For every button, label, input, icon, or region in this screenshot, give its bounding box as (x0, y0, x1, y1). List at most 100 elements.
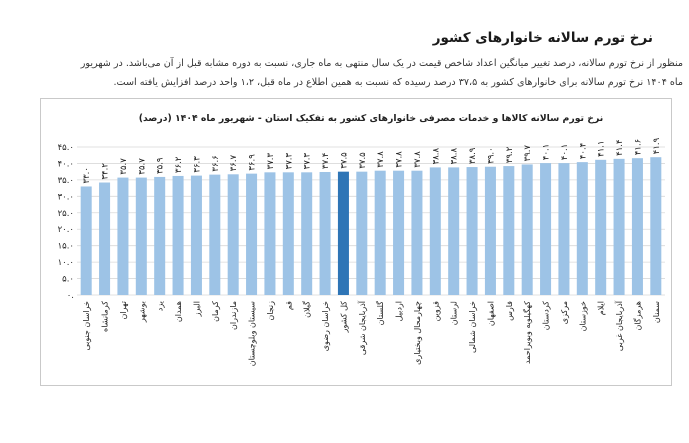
bar-value-label: ۳۷.۸ (376, 151, 386, 168)
bar-value-label: ۳۷.۳ (284, 152, 294, 169)
bar (282, 172, 294, 295)
category-label: خراسان جنوبی (82, 301, 91, 351)
bar-value-label: ۳۵.۹ (156, 157, 166, 174)
y-tick-label: ۲۰.۰ (58, 225, 74, 235)
bar (190, 175, 202, 295)
bar (117, 177, 129, 295)
bar (558, 163, 570, 295)
bar-value-label: ۳۴.۲ (101, 163, 111, 180)
category-label: تهران (119, 301, 128, 319)
bar-value-label: ۳۸.۸ (450, 148, 460, 165)
category-label: فارس (505, 301, 514, 321)
bar-value-label: ۳۹.۰ (486, 147, 496, 163)
category-label: مازندران (229, 301, 238, 330)
bar (503, 166, 515, 295)
category-label: چهارمحال وبختیاری (413, 301, 422, 365)
bar (448, 167, 460, 295)
category-label: مرکزی (560, 301, 569, 324)
y-tick-label: ۱۵.۰ (58, 242, 74, 252)
bar (246, 173, 258, 295)
category-label: کرمان (211, 301, 220, 322)
bar (613, 158, 625, 295)
bar (356, 171, 368, 295)
category-label: خراسان رضوی (321, 301, 330, 351)
bar-value-label: ۳۷.۸ (395, 151, 405, 168)
category-label: لرستان (450, 301, 459, 325)
bar (337, 171, 349, 295)
bar (227, 174, 239, 295)
category-label: اردبیل (395, 301, 404, 321)
bar-value-label: ۳۷.۴ (321, 153, 331, 169)
bar-chart: نرخ تورم سالانه کالاها و خدمات مصرفی خان… (58, 113, 665, 367)
category-label: خوزستان (578, 301, 587, 331)
category-label: کل کشور (339, 301, 348, 334)
category-label: یزد (156, 301, 165, 311)
bar-value-label: ۳۷.۸ (413, 151, 423, 168)
bar-value-label: ۴۱.۶ (633, 139, 643, 155)
bar (466, 167, 478, 295)
category-label: قم (284, 301, 293, 310)
bar-value-label: ۴۰.۱ (542, 144, 552, 160)
chart-container: نرخ تورم سالانه کالاها و خدمات مصرفی خان… (40, 98, 672, 386)
bar (99, 182, 111, 295)
bar-value-label: ۳۶.۶ (211, 155, 221, 171)
category-label: ایلام (597, 301, 606, 315)
bar (319, 171, 331, 295)
category-label: زنجان (266, 301, 275, 321)
bar-value-label: ۳۷.۳ (303, 152, 313, 169)
category-label: البرز (192, 301, 201, 317)
bar (209, 174, 221, 295)
bar (135, 177, 147, 295)
bar-value-label: ۳۶.۲ (174, 156, 184, 173)
bar (411, 170, 423, 295)
bar (154, 176, 166, 295)
bar-value-label: ۳۹.۲ (505, 146, 515, 163)
bar (80, 186, 92, 295)
category-label: گلستان (375, 301, 385, 326)
bar-value-label: ۳۶.۳ (192, 156, 202, 173)
category-label: سیستان وبلوچستان (248, 301, 257, 367)
bar-value-label: ۳۷.۵ (339, 152, 349, 169)
y-tick-label: ۱۰.۰ (58, 258, 74, 268)
category-label: خراسان شمالی (468, 301, 477, 353)
category-label: آذربایجان غربی (614, 300, 624, 351)
chart-title: نرخ تورم سالانه کالاها و خدمات مصرفی خان… (139, 113, 603, 124)
bar-value-label: ۴۱.۹ (652, 137, 662, 154)
y-tick-label: ۴۵.۰ (58, 143, 74, 153)
y-tick-label: ۳۵.۰ (58, 176, 74, 186)
bar (374, 170, 386, 295)
y-tick-label: ۳۰.۰ (58, 192, 74, 202)
category-label: بوشهر (137, 301, 146, 323)
bar-value-label: ۳۵.۷ (137, 158, 147, 175)
y-tick-label: ۲۵.۰ (58, 209, 74, 219)
paragraph-line-2: ماه ۱۴۰۴ نرخ تورم سالانه برای خانوارهای … (113, 77, 683, 88)
y-tick-label: ۰. (67, 291, 74, 301)
bar-value-label: ۳۷.۳ (266, 152, 276, 169)
bar-value-label: ۳۵.۷ (119, 158, 129, 175)
category-label: قزوین (431, 301, 440, 322)
bar-value-label: ۳۶.۷ (229, 154, 239, 171)
bar (172, 175, 184, 295)
bar-value-label: ۴۱.۱ (597, 140, 607, 156)
category-label: هرمزگان (632, 301, 642, 330)
bar-value-label: ۳۳.۰ (82, 167, 92, 183)
bar-value-label: ۳۶.۹ (248, 154, 258, 171)
category-label: گیلان (302, 301, 312, 318)
bar (264, 172, 276, 295)
category-label: کردستان (542, 301, 551, 330)
bar (429, 167, 441, 295)
bar (595, 159, 607, 295)
bar (576, 162, 588, 295)
article-paragraph: منظور از نرخ تورم سالانه، درصد تغییر میا… (3, 54, 683, 92)
category-label: کرمانشاه (101, 301, 110, 332)
bar-value-label: ۴۱.۴ (615, 139, 625, 155)
category-label: کهگیلویه وبویراحمد (522, 301, 532, 364)
category-label: آذربایجان شرقی (357, 300, 367, 355)
bar (631, 158, 643, 295)
paragraph-line-1: منظور از نرخ تورم سالانه، درصد تغییر میا… (80, 58, 683, 69)
bar (650, 157, 662, 295)
bar (393, 170, 405, 295)
bar-value-label: ۳۸.۸ (431, 148, 441, 165)
bar-value-label: ۳۹.۷ (523, 145, 533, 162)
bar (540, 163, 552, 295)
